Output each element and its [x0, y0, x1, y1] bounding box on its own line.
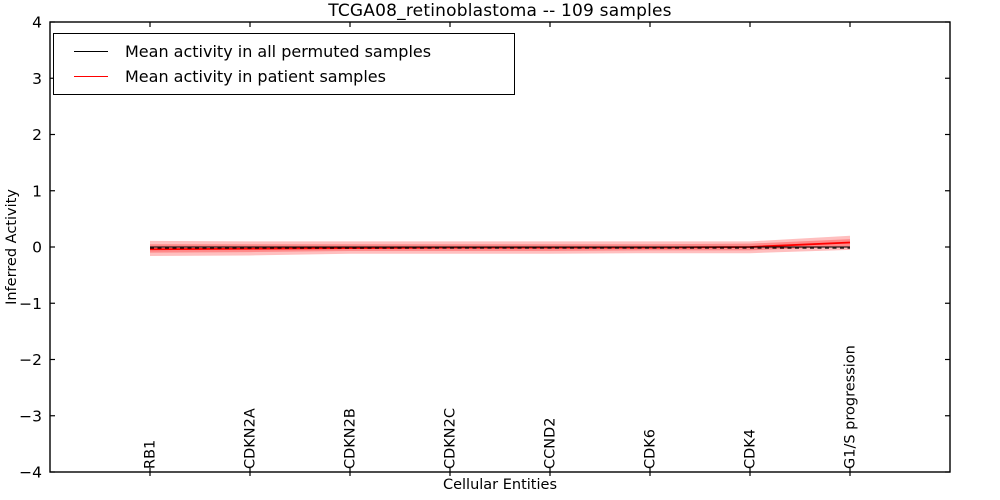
y-tick-label: −2: [19, 351, 42, 369]
y-tick-label: 4: [32, 14, 42, 32]
y-axis-label: Inferred Activity: [4, 189, 20, 305]
patient-range-outer-band: [150, 235, 850, 256]
legend-item-patient: Mean activity in patient samples: [74, 67, 506, 86]
x-axis-label: Cellular Entities: [442, 477, 558, 493]
y-tick-label: 3: [32, 70, 42, 88]
x-tick-label: G1/S progression: [843, 345, 859, 469]
x-tick-label: CDKN2B: [343, 408, 359, 469]
legend-line-patient-icon: [74, 75, 108, 78]
y-tick-label: 0: [32, 239, 42, 257]
legend-item-permuted: Mean activity in all permuted samples: [74, 42, 506, 61]
legend-line-permuted-icon: [74, 50, 108, 53]
y-tick-label: −4: [19, 464, 42, 482]
legend: Mean activity in all permuted samples Me…: [53, 33, 515, 95]
legend-item-label: Mean activity in patient samples: [125, 67, 386, 86]
x-tick-label: CDKN2C: [443, 408, 459, 469]
x-tick-label: CDKN2A: [243, 408, 259, 469]
x-tick-label: CCND2: [543, 418, 559, 470]
chart-title: TCGA08_retinoblastoma -- 109 samples: [328, 1, 672, 21]
y-tick-label: −1: [19, 295, 42, 313]
y-tick-label: 2: [32, 126, 42, 144]
patient-range-inner-band: [150, 239, 850, 253]
x-tick-label: CDK6: [643, 429, 659, 469]
y-tick-label: −3: [19, 407, 42, 425]
legend-item-label: Mean activity in all permuted samples: [125, 42, 432, 61]
y-tick-label: 1: [32, 182, 42, 200]
x-tick-label: CDK4: [743, 429, 759, 469]
x-tick-label: RB1: [143, 440, 159, 469]
